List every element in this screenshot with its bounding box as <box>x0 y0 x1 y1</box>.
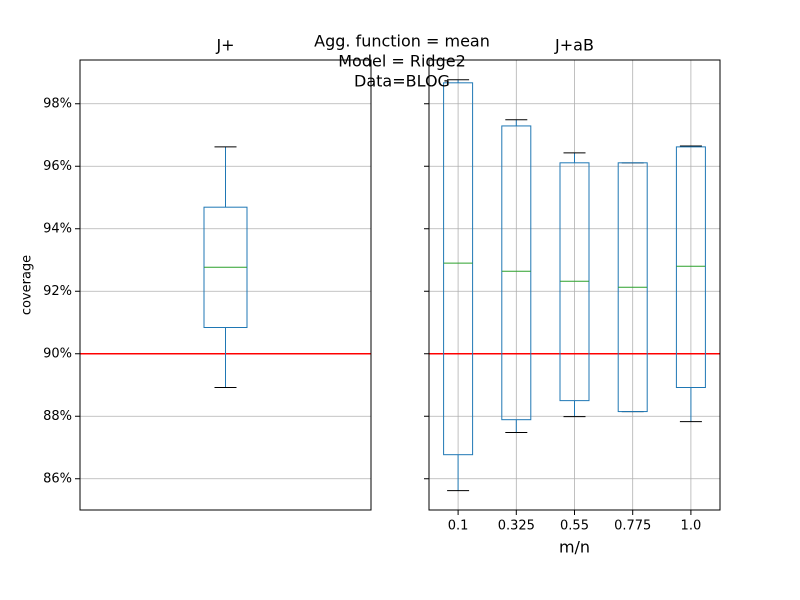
y-axis-label: coverage <box>20 255 35 315</box>
y-tick-label: 90% <box>43 346 72 361</box>
y-tick-label: 94% <box>43 221 72 236</box>
axes-title: J+ <box>215 36 234 55</box>
box <box>675 146 706 388</box>
y-tick-label: 88% <box>43 409 72 424</box>
x-axis-label: m/n <box>559 538 590 557</box>
box <box>443 82 474 456</box>
y-tick-label: 96% <box>43 159 72 174</box>
x-tick-label: 0.55 <box>560 519 589 534</box>
x-tick-label: 0.775 <box>614 519 651 534</box>
suptitle: Agg. function = mean <box>314 32 490 51</box>
axes-title: J+aB <box>554 36 594 55</box>
x-tick-label: 0.1 <box>448 519 469 534</box>
y-tick-label: 86% <box>43 471 72 486</box>
box <box>501 125 532 421</box>
x-tick-label: 1.0 <box>681 519 702 534</box>
axes-frame <box>79 59 372 511</box>
suptitle: Model = Ridge2 <box>338 52 466 71</box>
x-tick-label: 0.325 <box>498 519 535 534</box>
y-tick-label: 92% <box>43 284 72 299</box>
axes-frame <box>428 59 721 511</box>
suptitle: Data=BLOG <box>354 72 450 91</box>
y-tick-label: 98% <box>43 96 72 111</box>
